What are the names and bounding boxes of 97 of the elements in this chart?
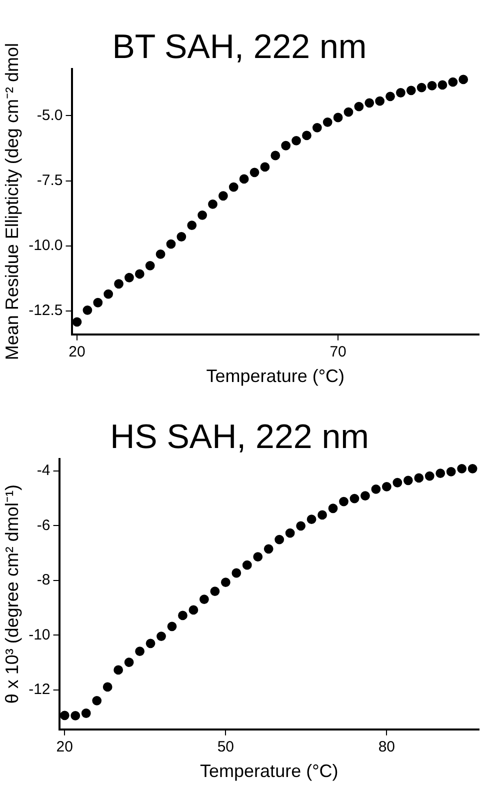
point [156,250,166,259]
point [306,514,316,524]
point [424,471,434,481]
y-tick-label: -10.0 [28,237,63,254]
point [208,200,218,209]
point [156,632,166,641]
point [392,478,402,488]
point [146,638,156,648]
point [260,162,270,172]
point [270,150,280,160]
point [382,482,392,492]
point [448,77,458,87]
point [82,305,92,315]
point [220,578,230,588]
point [124,658,134,667]
point [414,473,424,483]
point [457,464,467,474]
y-tick-label: -6 [36,516,50,534]
point [135,646,144,656]
point [281,140,291,150]
point [114,665,124,675]
point [232,568,242,578]
point [250,168,260,178]
point [328,504,338,514]
point [375,96,385,106]
chart-title: BT SAH, 222 nm [112,28,367,66]
point [81,708,91,718]
point [166,239,176,249]
point [458,74,468,84]
point [364,98,374,108]
point [396,88,406,98]
x-axis-title: Temperature (°C) [200,761,338,782]
point [124,272,134,282]
point [178,610,188,620]
y-tick-label: -4 [36,462,50,479]
point [70,711,80,720]
point [468,464,478,474]
y-axis-title: Mean Residue Ellipticity (deg cm⁻² dmol [2,43,22,360]
y-tick-label: -12 [28,681,50,698]
point [344,107,354,117]
y-tick-label: -12.5 [28,302,63,320]
point [354,102,364,112]
point [145,260,155,270]
x-tick-label: 20 [68,344,86,361]
point [92,696,102,706]
point [302,130,312,140]
point [60,710,70,720]
point [371,484,381,494]
point [198,210,208,220]
point [167,622,177,632]
point [218,191,228,201]
point [296,521,306,531]
point [102,682,112,692]
point [386,92,395,102]
point [188,605,198,615]
point [406,86,416,96]
point [312,122,322,132]
point [104,289,114,299]
y-tick-label: -8 [36,572,50,589]
point [446,466,456,476]
y-tick-label: -7.5 [36,172,63,189]
y-axis-title: θ x 10³ (degree cm² dmol⁻¹) [2,484,22,704]
point [274,534,284,544]
point [333,112,343,122]
y-tick-label: -10 [28,626,50,644]
point [285,528,295,538]
x-axis-title: Temperature (°C) [206,366,345,386]
point [239,174,249,184]
point [438,80,448,90]
point [427,81,437,90]
point [242,560,252,570]
point [436,468,446,478]
point [187,220,197,230]
point [403,476,413,486]
point [176,232,186,242]
x-tick-label: 50 [217,738,234,756]
point [292,136,301,146]
x-tick-label: 80 [378,738,396,756]
point [93,298,103,308]
point [210,586,220,596]
point [322,117,332,127]
y-tick-label: -5.0 [36,106,63,124]
x-tick-label: 20 [56,738,73,756]
x-tick-label: 70 [330,344,346,361]
point [114,279,124,289]
chart-title: HS SAH, 222 nm [110,418,369,456]
point [350,494,360,504]
point [199,594,209,604]
point [318,510,327,520]
point [72,317,82,327]
point [416,82,426,92]
point [339,496,348,506]
point [360,491,370,500]
point [228,182,238,192]
point [264,544,274,554]
point [134,269,144,279]
point [253,552,263,562]
